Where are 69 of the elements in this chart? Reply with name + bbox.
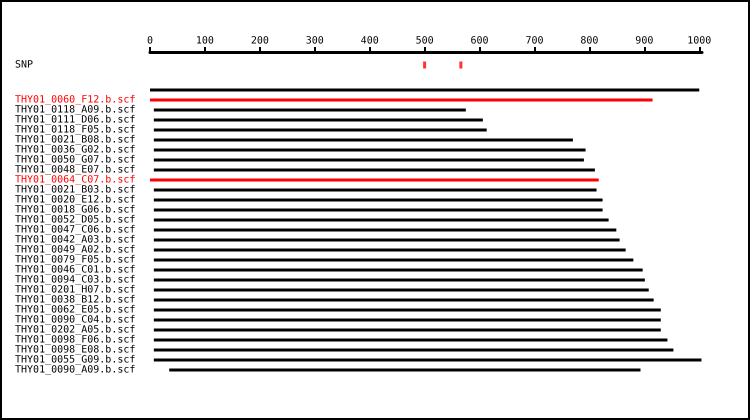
bar (154, 108, 466, 112)
y-tick-label: THY01_0098_E08.b.scf (15, 344, 136, 356)
bar (154, 248, 626, 252)
y-tick-label: THY01_0047_C06.b.scf (15, 224, 136, 236)
bar (154, 138, 573, 142)
bar (154, 318, 661, 322)
bar (154, 128, 487, 132)
y-tick-label: THY01_0021_B08.b.scf (15, 134, 136, 146)
y-tick-label: THY01_0202_A05.b.scf (15, 324, 136, 336)
x-tick-label: 300 (306, 36, 324, 46)
bar (154, 348, 674, 352)
x-tick-label: 700 (525, 36, 544, 46)
bar (154, 268, 643, 272)
y-tick-label: THY01_0090_A09.b.scf (15, 364, 136, 376)
y-tick-label: SNP (15, 60, 34, 70)
x-tick-label: 900 (635, 36, 654, 46)
bar (154, 198, 603, 202)
y-tick-label: THY01_0090_C04.b.scf (15, 314, 136, 326)
bar (154, 238, 620, 242)
y-tick-label: THY01_0038_B12.b.scf (15, 294, 136, 306)
y-tick-label: THY01_0049_A02.b.scf (15, 244, 136, 256)
bar (154, 118, 483, 122)
bar (154, 228, 616, 232)
bar (169, 368, 640, 372)
y-tick-label: THY01_0055_G09.b.scf (15, 354, 136, 366)
x-tick-label: 200 (250, 36, 269, 46)
y-tick-label: THY01_0036_G02.b.scf (15, 144, 136, 156)
bar (154, 278, 645, 282)
y-tick-label: THY01_0118_F05.b.scf (15, 124, 136, 136)
y-tick-label: THY01_0064_C07.b.scf (15, 174, 136, 186)
bar (154, 308, 661, 312)
y-tick-label: THY01_0098_F06.b.scf (15, 334, 136, 346)
bar (150, 178, 599, 182)
y-tick-label: THY01_0020_E12.b.scf (15, 194, 136, 206)
y-tick-label: THY01_0118_A09.b.scf (15, 104, 136, 116)
x-tick-label: 600 (470, 36, 489, 46)
bar (154, 358, 702, 362)
y-tick-label: THY01_0062_E05.b.scf (15, 304, 136, 316)
x-tick-label: 1000 (687, 36, 712, 46)
bar (154, 258, 634, 262)
bar (154, 148, 586, 152)
bar (154, 208, 603, 212)
bar (154, 328, 661, 332)
x-tick-label: 100 (196, 36, 214, 46)
y-tick-label: THY01_0094_C03.b.scf (15, 274, 136, 286)
y-tick-label: THY01_0018_G06.b.scf (15, 204, 136, 216)
bar (154, 288, 649, 292)
y-tick-label: THY01_0050_G07.b.scf (15, 154, 136, 166)
x-tick-label: 400 (360, 36, 379, 46)
y-tick-label: THY01_0042_A03.b.scf (15, 234, 136, 246)
bar (154, 188, 597, 192)
x-tick-label: 800 (580, 36, 598, 46)
y-tick-label: THY01_0046_C01.b.scf (15, 264, 136, 276)
bar (154, 158, 584, 162)
y-tick-label: THY01_0060_F12.b.scf (15, 94, 136, 106)
bar (154, 218, 609, 222)
x-tick-label: 0 (146, 36, 154, 46)
x-tick-label: 500 (416, 36, 434, 46)
y-tick-label: THY01_0079_F05.b.scf (15, 254, 136, 266)
bar (150, 98, 653, 102)
bar (154, 298, 654, 302)
y-tick-label: THY01_0111_D06.b.scf (15, 114, 136, 126)
y-tick-label: THY01_0048_E07.b.scf (15, 164, 136, 176)
y-tick-label: THY01_0052_D05.b.scf (15, 214, 136, 226)
bar (154, 168, 595, 172)
bar (150, 88, 700, 92)
y-tick-label: THY01_0021_B03.b.scf (15, 184, 136, 196)
y-tick-label: THY01_0201_H07.b.scf (15, 284, 136, 296)
bar (154, 338, 668, 342)
